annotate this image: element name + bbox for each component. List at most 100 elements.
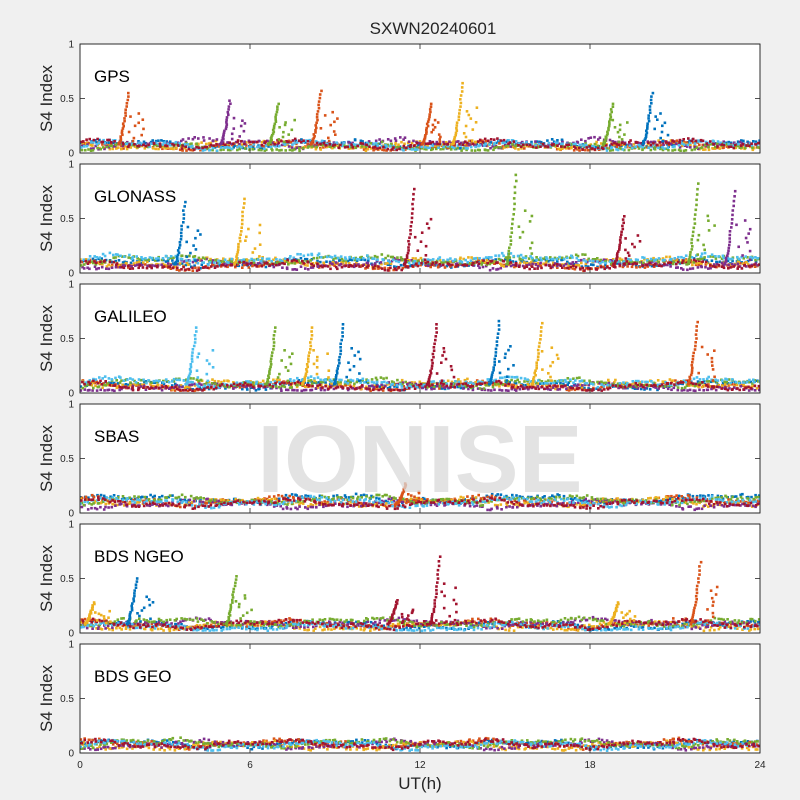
data-point	[650, 145, 653, 148]
data-point	[153, 381, 157, 384]
data-point	[128, 253, 131, 257]
data-point	[160, 139, 163, 142]
data-point	[722, 143, 726, 147]
data-point	[709, 140, 712, 143]
data-point	[423, 147, 426, 151]
spike-point	[433, 118, 437, 122]
data-point	[685, 141, 689, 144]
data-point	[521, 383, 525, 387]
data-point	[164, 254, 168, 258]
data-point	[107, 146, 111, 149]
spike-point	[626, 121, 629, 124]
data-point	[391, 382, 394, 386]
data-point	[471, 142, 475, 146]
data-point	[91, 144, 94, 147]
data-point	[304, 388, 308, 392]
data-point	[536, 264, 540, 268]
data-point	[382, 145, 385, 149]
data-point	[531, 262, 534, 266]
data-point	[713, 147, 717, 150]
spike-point	[529, 246, 532, 250]
data-point	[137, 260, 141, 264]
data-point	[657, 146, 660, 150]
data-point	[720, 384, 724, 387]
data-point	[84, 381, 87, 384]
spike-point	[232, 116, 236, 120]
data-point	[438, 382, 441, 386]
data-point	[274, 263, 278, 267]
data-point	[523, 147, 526, 150]
data-point	[199, 266, 202, 270]
spike-point	[141, 118, 145, 121]
data-point	[371, 257, 374, 260]
series-7-points	[80, 137, 760, 152]
data-point	[127, 256, 130, 259]
data-point	[111, 139, 115, 142]
data-point	[601, 260, 604, 264]
data-point	[471, 263, 474, 267]
data-point	[551, 386, 555, 389]
spike-point	[425, 132, 428, 135]
data-point	[238, 144, 241, 148]
data-point	[290, 384, 293, 388]
data-point	[542, 262, 545, 266]
data-point	[366, 259, 370, 263]
data-point	[351, 264, 354, 268]
data-point	[121, 255, 124, 258]
data-point	[652, 265, 656, 268]
spike-point	[241, 214, 244, 218]
spike-point	[425, 122, 429, 126]
spike-point	[230, 137, 234, 141]
data-point	[93, 139, 97, 142]
data-point	[738, 265, 742, 268]
data-point	[193, 384, 197, 387]
data-point	[499, 262, 502, 265]
data-point	[514, 144, 517, 148]
data-point	[709, 263, 712, 267]
data-point	[291, 139, 295, 142]
data-point	[678, 138, 682, 142]
data-point	[242, 263, 246, 267]
data-point	[200, 141, 203, 144]
data-point	[603, 267, 606, 271]
data-point	[202, 136, 205, 139]
data-point	[635, 259, 638, 263]
data-point	[107, 377, 111, 380]
data-point	[595, 140, 598, 144]
data-point	[499, 266, 503, 270]
spike-point	[317, 103, 320, 107]
data-point	[207, 383, 210, 386]
data-point	[660, 264, 663, 268]
spike-point	[430, 130, 433, 134]
data-point	[268, 262, 271, 266]
data-point	[171, 262, 175, 265]
data-point	[296, 384, 299, 387]
data-point	[189, 380, 192, 384]
spike-point	[317, 100, 321, 103]
data-point	[252, 384, 256, 387]
data-point	[481, 140, 485, 144]
spike-point	[409, 229, 412, 232]
data-point	[424, 261, 427, 265]
data-point	[142, 140, 146, 144]
data-point	[252, 261, 256, 264]
spike-point	[318, 96, 322, 100]
data-point	[330, 384, 334, 387]
spike-point	[608, 118, 612, 121]
data-point	[459, 380, 462, 383]
data-point	[657, 144, 660, 147]
data-point	[330, 382, 333, 386]
data-point	[661, 380, 665, 383]
data-point	[753, 265, 757, 268]
data-point	[484, 384, 488, 387]
data-point	[140, 263, 144, 267]
spike-point	[459, 94, 463, 97]
data-point	[389, 383, 393, 387]
spike-point	[225, 123, 229, 126]
data-point	[389, 255, 393, 259]
spike-point	[222, 133, 225, 136]
data-point	[463, 378, 467, 382]
data-point	[491, 145, 494, 148]
data-point	[400, 385, 404, 388]
